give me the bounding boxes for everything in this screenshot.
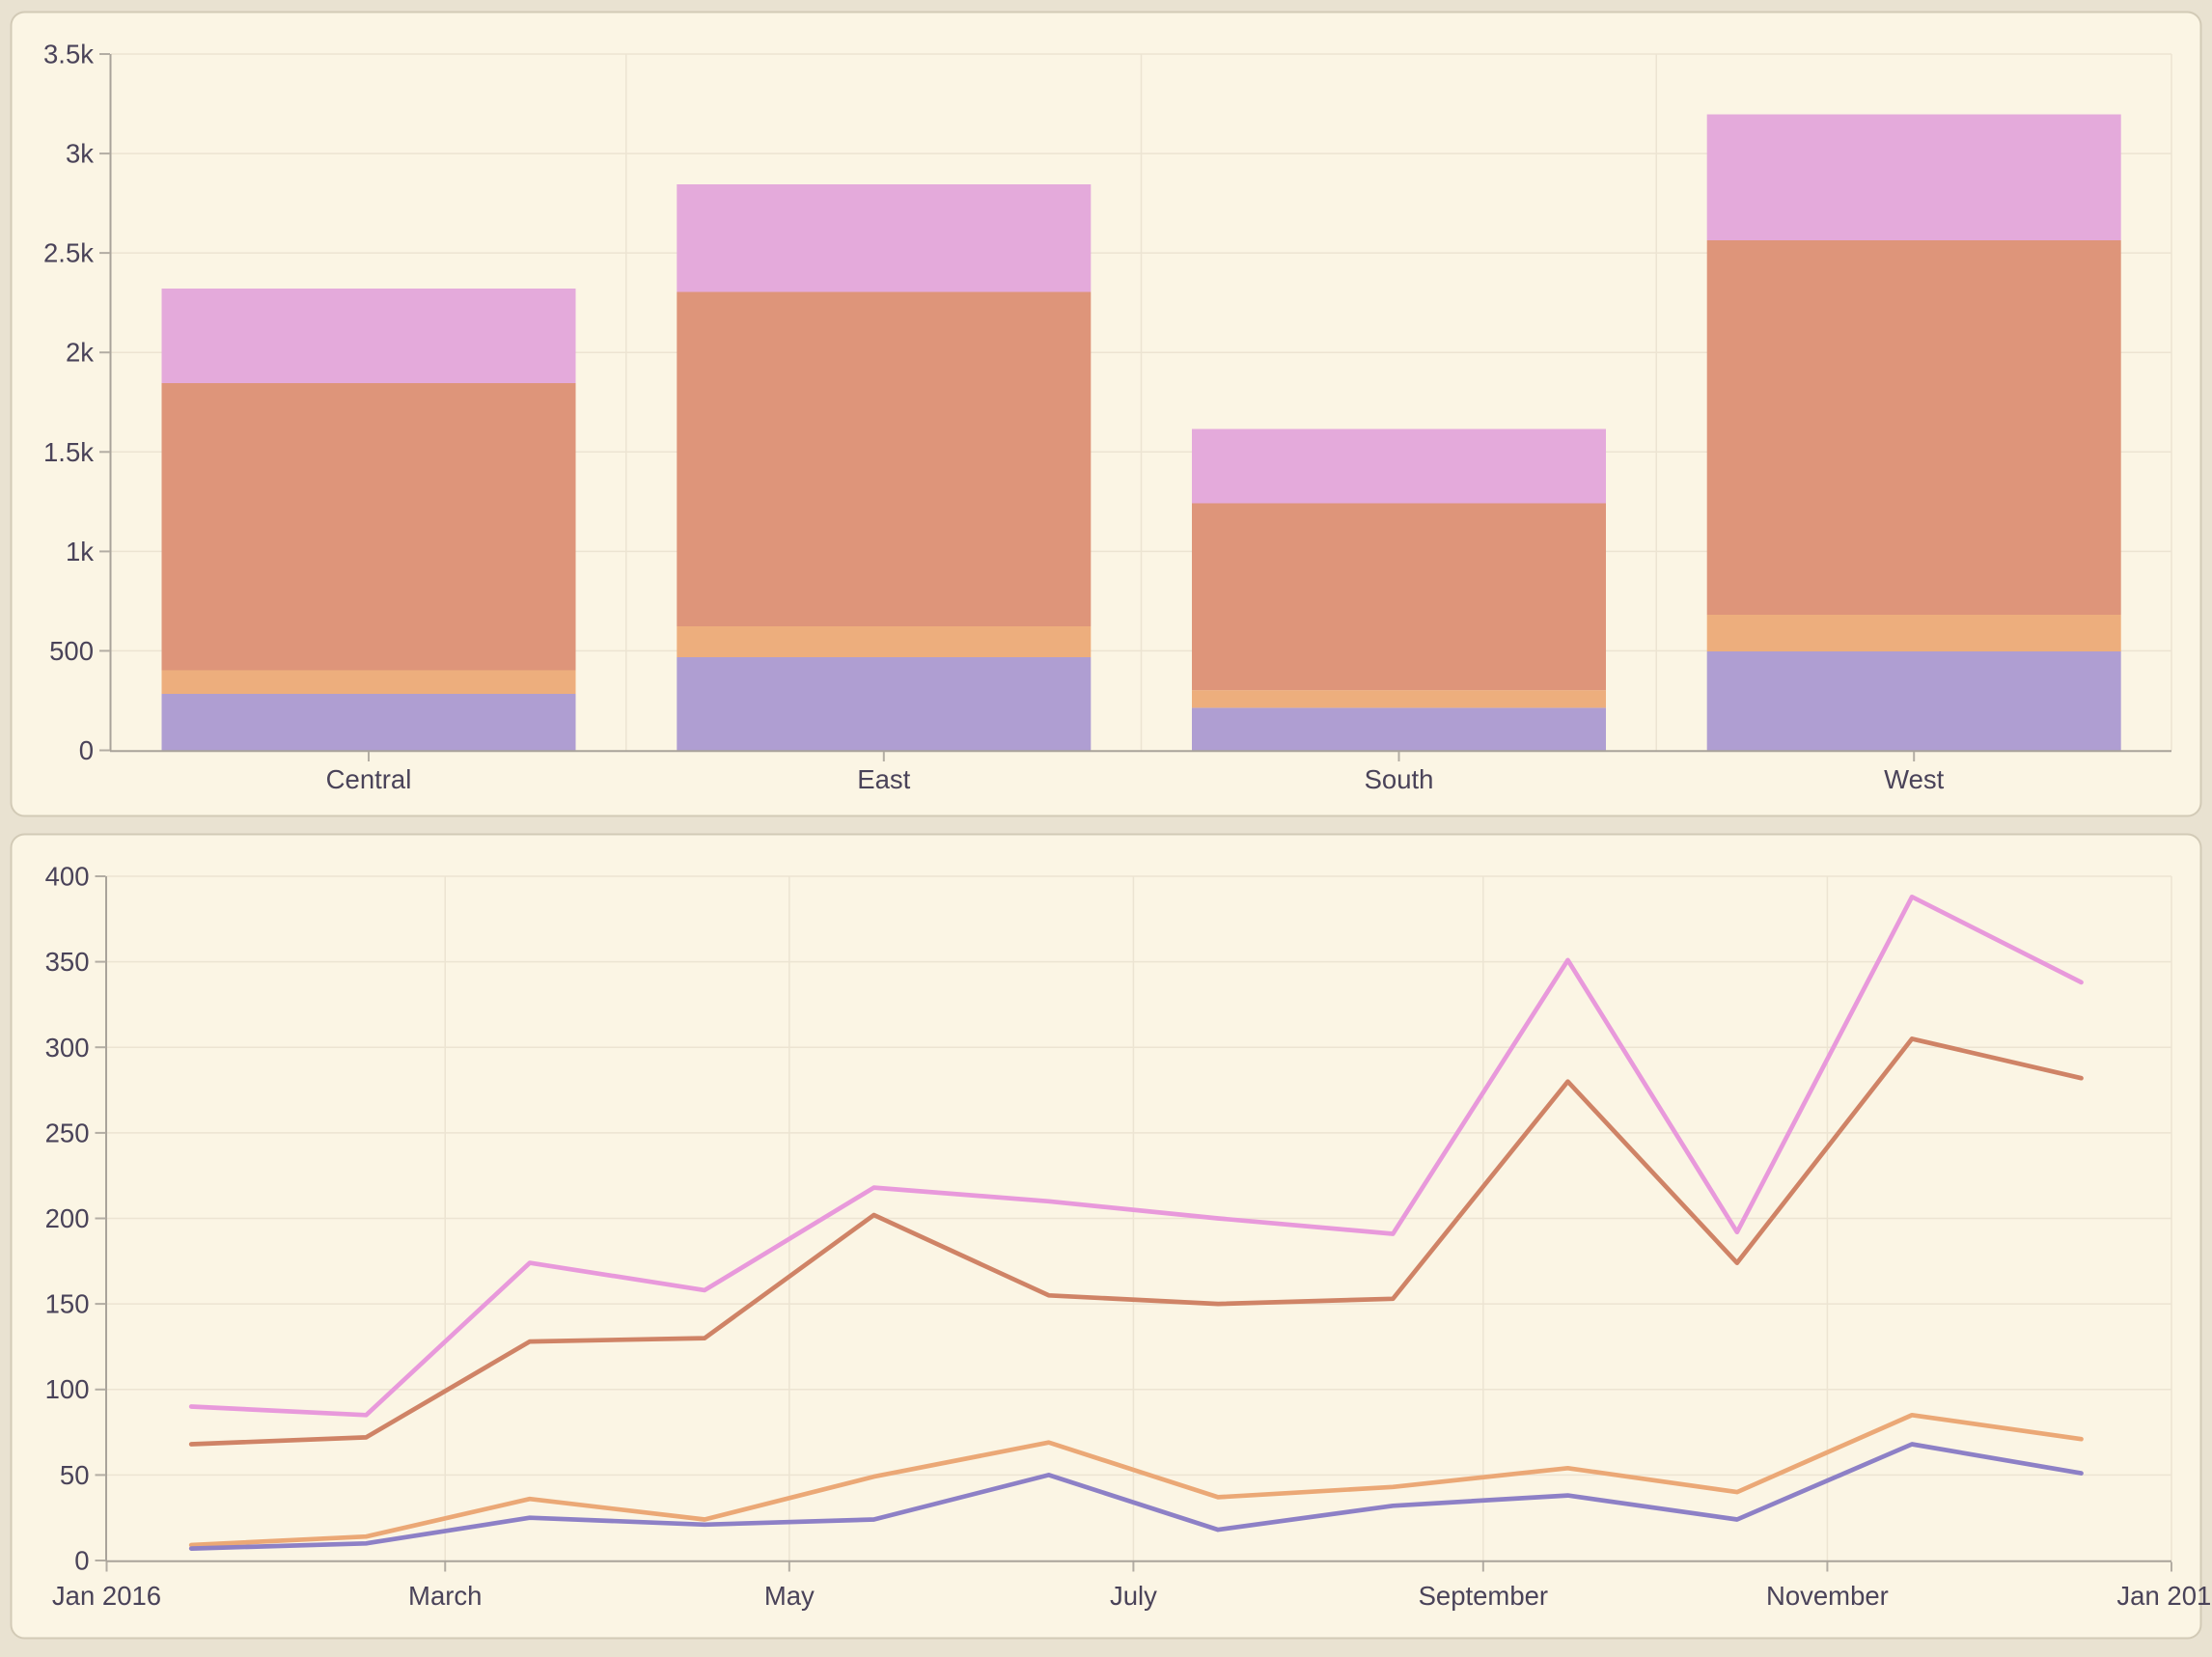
svg-text:May: May [764, 1581, 815, 1611]
svg-text:1.5k: 1.5k [43, 437, 94, 467]
svg-text:0: 0 [79, 735, 94, 765]
svg-text:1k: 1k [66, 537, 94, 566]
svg-text:July: July [1110, 1581, 1157, 1611]
svg-text:300: 300 [45, 1033, 90, 1063]
svg-text:500: 500 [49, 636, 94, 666]
svg-text:3k: 3k [66, 139, 94, 169]
svg-text:November: November [1766, 1581, 1889, 1611]
svg-text:South: South [1365, 764, 1434, 794]
svg-text:100: 100 [45, 1374, 90, 1404]
svg-text:150: 150 [45, 1289, 90, 1319]
svg-text:200: 200 [45, 1203, 90, 1233]
svg-text:350: 350 [45, 947, 90, 977]
svg-text:East: East [857, 764, 910, 794]
svg-text:Central: Central [326, 764, 412, 794]
svg-text:250: 250 [45, 1118, 90, 1147]
svg-text:3.5k: 3.5k [43, 40, 94, 69]
svg-text:2k: 2k [66, 338, 94, 368]
svg-text:0: 0 [74, 1546, 89, 1576]
svg-text:March: March [408, 1581, 482, 1611]
svg-text:400: 400 [45, 862, 90, 892]
svg-text:West: West [1884, 764, 1945, 794]
svg-text:50: 50 [60, 1460, 90, 1490]
svg-text:Jan 2016: Jan 2016 [52, 1581, 161, 1611]
svg-text:2.5k: 2.5k [43, 238, 94, 268]
svg-text:Jan 2017: Jan 2017 [2116, 1581, 2212, 1611]
svg-text:September: September [1419, 1581, 1549, 1611]
